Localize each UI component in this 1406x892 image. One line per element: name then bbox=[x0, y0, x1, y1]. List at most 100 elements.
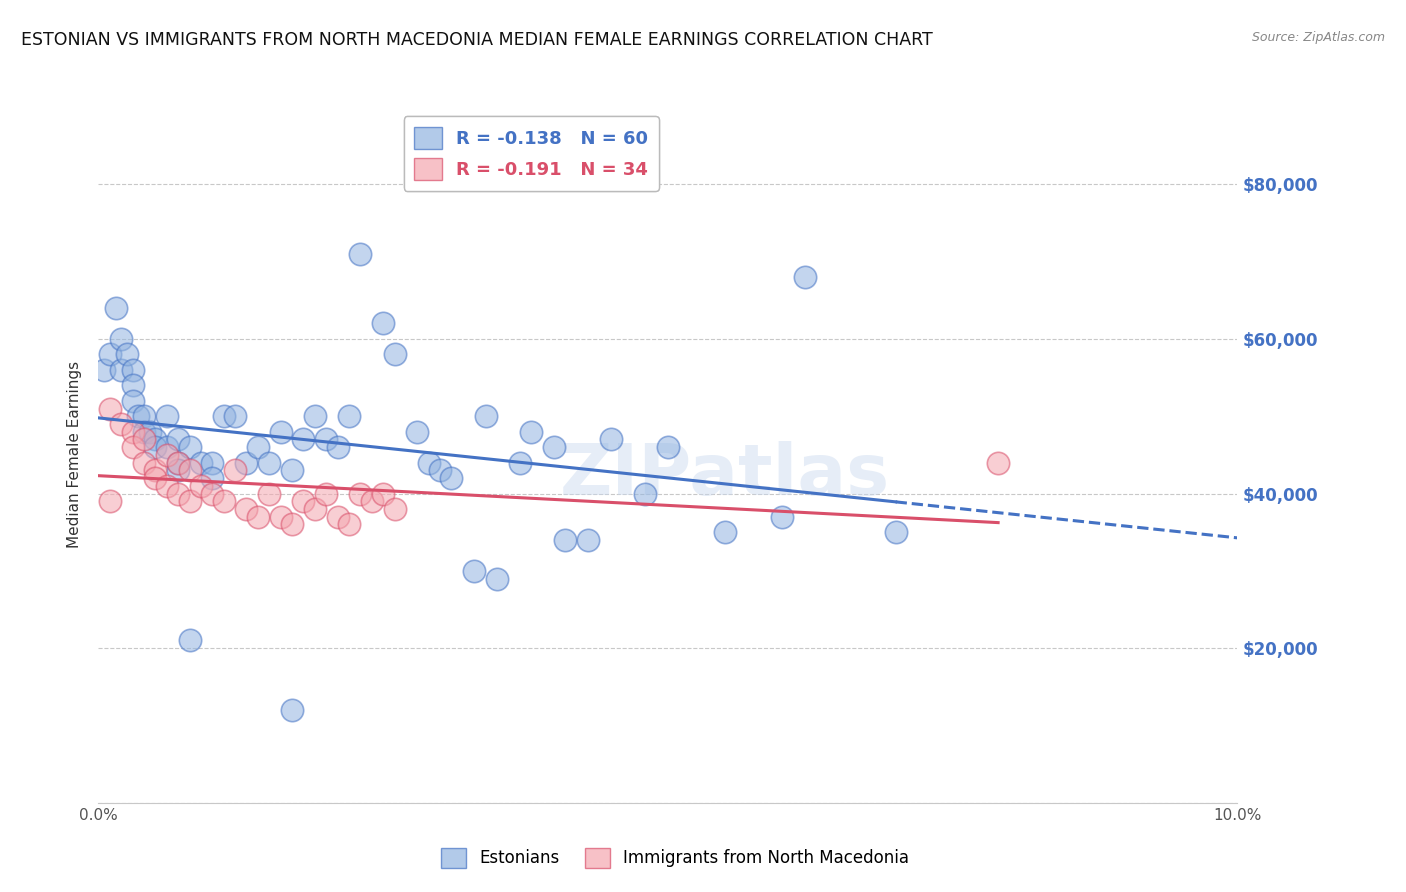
Point bbox=[224, 409, 246, 424]
Point bbox=[98, 494, 121, 508]
Point bbox=[167, 456, 190, 470]
Point bbox=[987, 456, 1010, 470]
Point bbox=[349, 486, 371, 500]
Text: Source: ZipAtlas.com: Source: ZipAtlas.com bbox=[1251, 31, 1385, 45]
Point bbox=[201, 456, 224, 470]
Point bbox=[793, 270, 815, 285]
Point bbox=[132, 425, 155, 439]
Point bbox=[292, 494, 315, 508]
Point bbox=[474, 409, 496, 424]
Point bbox=[315, 486, 337, 500]
Point bbox=[132, 409, 155, 424]
Point bbox=[337, 409, 360, 424]
Point bbox=[93, 363, 115, 377]
Point bbox=[884, 525, 907, 540]
Point bbox=[179, 440, 201, 454]
Point bbox=[600, 433, 623, 447]
Point bbox=[270, 509, 292, 524]
Point bbox=[156, 440, 179, 454]
Point bbox=[418, 456, 440, 470]
Point bbox=[145, 471, 167, 485]
Point bbox=[337, 517, 360, 532]
Point bbox=[360, 494, 382, 508]
Point bbox=[121, 440, 143, 454]
Point bbox=[259, 456, 281, 470]
Point bbox=[98, 347, 121, 361]
Legend: R = -0.138   N = 60, R = -0.191   N = 34: R = -0.138 N = 60, R = -0.191 N = 34 bbox=[404, 116, 659, 191]
Point bbox=[127, 409, 149, 424]
Point bbox=[110, 363, 132, 377]
Point bbox=[121, 363, 143, 377]
Point bbox=[145, 463, 167, 477]
Point bbox=[634, 486, 657, 500]
Point bbox=[373, 317, 395, 331]
Point bbox=[201, 471, 224, 485]
Point bbox=[132, 456, 155, 470]
Point bbox=[167, 456, 190, 470]
Point bbox=[104, 301, 127, 315]
Point bbox=[657, 440, 679, 454]
Point bbox=[463, 564, 485, 578]
Point bbox=[281, 517, 304, 532]
Point bbox=[406, 425, 429, 439]
Y-axis label: Median Female Earnings: Median Female Earnings bbox=[67, 361, 83, 549]
Point bbox=[167, 486, 190, 500]
Point bbox=[429, 463, 451, 477]
Point bbox=[440, 471, 463, 485]
Point bbox=[156, 409, 179, 424]
Point bbox=[110, 417, 132, 431]
Point bbox=[156, 448, 179, 462]
Point bbox=[145, 433, 167, 447]
Point bbox=[281, 463, 304, 477]
Point bbox=[132, 433, 155, 447]
Point bbox=[190, 479, 212, 493]
Point bbox=[509, 456, 531, 470]
Point bbox=[110, 332, 132, 346]
Point bbox=[212, 494, 235, 508]
Point bbox=[246, 509, 269, 524]
Point bbox=[349, 247, 371, 261]
Point bbox=[179, 494, 201, 508]
Point bbox=[156, 479, 179, 493]
Point bbox=[576, 533, 599, 547]
Legend: Estonians, Immigrants from North Macedonia: Estonians, Immigrants from North Macedon… bbox=[434, 841, 915, 875]
Point bbox=[235, 502, 257, 516]
Point bbox=[384, 347, 406, 361]
Point bbox=[138, 425, 160, 439]
Text: ESTONIAN VS IMMIGRANTS FROM NORTH MACEDONIA MEDIAN FEMALE EARNINGS CORRELATION C: ESTONIAN VS IMMIGRANTS FROM NORTH MACEDO… bbox=[21, 31, 932, 49]
Point bbox=[554, 533, 576, 547]
Point bbox=[326, 440, 349, 454]
Point bbox=[304, 502, 326, 516]
Point bbox=[201, 486, 224, 500]
Point bbox=[179, 633, 201, 648]
Point bbox=[98, 401, 121, 416]
Point bbox=[246, 440, 269, 454]
Point bbox=[281, 703, 304, 717]
Point bbox=[543, 440, 565, 454]
Point bbox=[235, 456, 257, 470]
Point bbox=[770, 509, 793, 524]
Point bbox=[259, 486, 281, 500]
Point bbox=[373, 486, 395, 500]
Point bbox=[326, 509, 349, 524]
Point bbox=[179, 463, 201, 477]
Point bbox=[190, 456, 212, 470]
Point bbox=[714, 525, 737, 540]
Point bbox=[520, 425, 543, 439]
Point bbox=[167, 463, 190, 477]
Point bbox=[115, 347, 138, 361]
Text: ZIPatlas: ZIPatlas bbox=[560, 442, 890, 510]
Point bbox=[121, 378, 143, 392]
Point bbox=[167, 433, 190, 447]
Point bbox=[121, 425, 143, 439]
Point bbox=[315, 433, 337, 447]
Point bbox=[304, 409, 326, 424]
Point bbox=[145, 440, 167, 454]
Point bbox=[486, 572, 509, 586]
Point bbox=[224, 463, 246, 477]
Point bbox=[121, 393, 143, 408]
Point bbox=[212, 409, 235, 424]
Point bbox=[292, 433, 315, 447]
Point bbox=[384, 502, 406, 516]
Point bbox=[270, 425, 292, 439]
